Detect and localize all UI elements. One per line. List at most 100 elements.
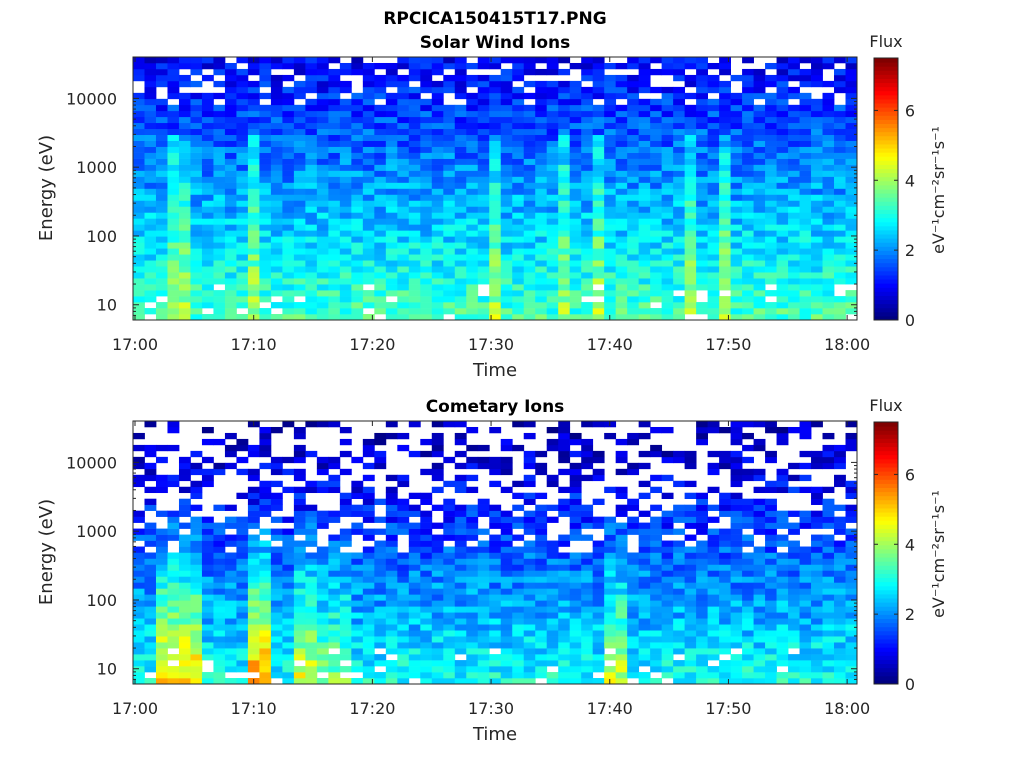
heatmap-cell xyxy=(742,636,754,642)
heatmap-cell xyxy=(570,481,582,487)
heatmap-cell xyxy=(386,189,398,195)
heatmap-cell xyxy=(673,200,685,206)
heatmap-cell xyxy=(524,159,536,165)
colorbar-segment xyxy=(874,279,898,284)
heatmap-cell xyxy=(535,666,547,672)
heatmap-cell xyxy=(719,511,731,517)
heatmap-cell xyxy=(478,660,490,666)
heatmap-cell xyxy=(248,660,260,666)
heatmap-cell xyxy=(317,630,329,636)
heatmap-cell xyxy=(248,111,260,117)
heatmap-cell xyxy=(639,523,651,529)
heatmap-cell xyxy=(650,523,662,529)
heatmap-cell xyxy=(558,177,570,183)
heatmap-cell xyxy=(811,624,823,630)
heatmap-cell xyxy=(351,141,363,147)
heatmap-cell xyxy=(731,224,743,230)
heatmap-cell xyxy=(167,308,179,314)
heatmap-cell xyxy=(512,630,524,636)
heatmap-cell xyxy=(294,278,306,284)
heatmap-cell xyxy=(731,75,743,81)
heatmap-cell xyxy=(397,105,409,111)
heatmap-cell xyxy=(627,81,639,87)
heatmap-cell xyxy=(696,553,708,559)
heatmap-cell xyxy=(420,511,432,517)
heatmap-cell xyxy=(627,63,639,69)
heatmap-cell xyxy=(466,535,478,541)
heatmap-cell xyxy=(340,529,352,535)
heatmap-cell xyxy=(455,57,467,63)
heatmap-cell xyxy=(777,475,789,481)
heatmap-cell xyxy=(202,177,214,183)
colorbar-segment xyxy=(874,169,898,174)
heatmap-cell xyxy=(271,499,283,505)
heatmap-cell xyxy=(420,81,432,87)
heatmap-cell xyxy=(512,505,524,511)
heatmap-cell xyxy=(317,481,329,487)
heatmap-cell xyxy=(846,153,858,159)
heatmap-cell xyxy=(593,87,605,93)
heatmap-cell xyxy=(558,212,570,218)
heatmap-cell xyxy=(765,153,777,159)
heatmap-cell xyxy=(811,594,823,600)
heatmap-cell xyxy=(823,630,835,636)
heatmap-cell xyxy=(317,594,329,600)
heatmap-cell xyxy=(328,600,340,606)
heatmap-cell xyxy=(558,666,570,672)
heatmap-cell xyxy=(259,147,271,153)
heatmap-cell xyxy=(719,535,731,541)
heatmap-cell xyxy=(190,153,202,159)
heatmap-cell xyxy=(305,576,317,582)
heatmap-cell xyxy=(282,630,294,636)
heatmap-cell xyxy=(811,541,823,547)
heatmap-cell xyxy=(765,105,777,111)
heatmap-cell xyxy=(133,642,145,648)
heatmap-cell xyxy=(708,147,720,153)
heatmap-cell xyxy=(466,135,478,141)
heatmap-cell xyxy=(535,594,547,600)
colorbar-segment xyxy=(874,185,898,190)
heatmap-cell xyxy=(351,177,363,183)
heatmap-cell xyxy=(616,123,628,129)
heatmap-cell xyxy=(466,678,478,684)
heatmap-cell xyxy=(386,505,398,511)
heatmap-cell xyxy=(386,69,398,75)
heatmap-cell xyxy=(800,558,812,564)
heatmap-cell xyxy=(685,457,697,463)
heatmap-cell xyxy=(524,165,536,171)
heatmap-cell xyxy=(420,236,432,242)
heatmap-cell xyxy=(524,296,536,302)
heatmap-cell xyxy=(604,171,616,177)
heatmap-cell xyxy=(167,576,179,582)
heatmap-cell xyxy=(386,314,398,320)
heatmap-cell xyxy=(432,558,444,564)
heatmap-cell xyxy=(708,218,720,224)
heatmap-cell xyxy=(616,553,628,559)
heatmap-cell xyxy=(374,564,386,570)
heatmap-cell xyxy=(570,153,582,159)
heatmap-cell xyxy=(731,194,743,200)
heatmap-cell xyxy=(236,314,248,320)
y-tick-label: 10000 xyxy=(66,453,117,472)
heatmap-cell xyxy=(271,189,283,195)
heatmap-cell xyxy=(282,117,294,123)
heatmap-cell xyxy=(190,660,202,666)
heatmap-cell xyxy=(432,278,444,284)
heatmap-cell xyxy=(719,547,731,553)
heatmap-cell xyxy=(846,272,858,278)
heatmap-cell xyxy=(294,469,306,475)
heatmap-cell xyxy=(455,206,467,212)
heatmap-cell xyxy=(547,648,559,654)
heatmap-cell xyxy=(466,600,478,606)
heatmap-cell xyxy=(236,189,248,195)
heatmap-cell xyxy=(443,171,455,177)
heatmap-cell xyxy=(708,666,720,672)
heatmap-cell xyxy=(846,254,858,260)
heatmap-cell xyxy=(374,63,386,69)
heatmap-cell xyxy=(259,105,271,111)
heatmap-cell xyxy=(535,308,547,314)
heatmap-cell xyxy=(558,660,570,666)
heatmap-cell xyxy=(650,260,662,266)
heatmap-cell xyxy=(213,666,225,672)
